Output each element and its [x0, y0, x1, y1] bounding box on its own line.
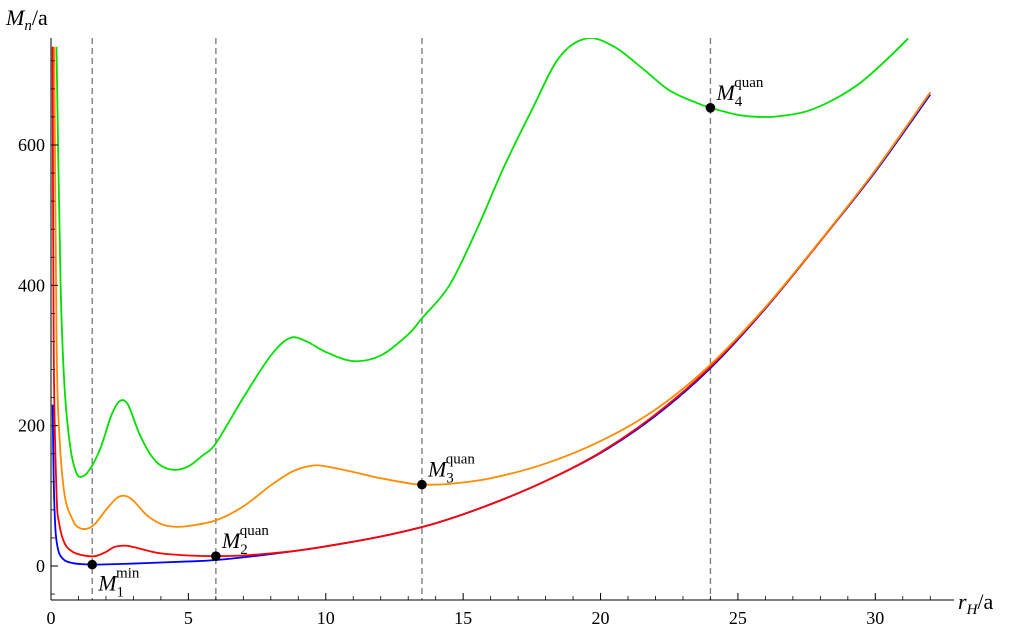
y-tick-label-200: 200	[18, 416, 45, 436]
x-tick-label-10: 10	[317, 608, 335, 628]
x-tick-label-25: 25	[729, 608, 747, 628]
axes	[50, 38, 954, 601]
tick-marks: 0 5 10 15 20 25 30 0 200 400 600	[18, 60, 931, 628]
y-axis-title: Mn/a	[5, 5, 48, 34]
series-line-1	[51, 93, 931, 566]
series-line-4	[55, 38, 909, 478]
x-tick-label-5: 5	[184, 608, 193, 628]
marked-point-1	[87, 559, 98, 570]
marked-point-3	[417, 479, 427, 490]
annotation-label-1: M1min	[97, 566, 140, 601]
series-line-2	[51, 46, 931, 558]
axis-titles: Mn/a rH/a	[5, 5, 994, 618]
marked-point-4	[705, 103, 716, 113]
marked-point-2	[211, 551, 221, 561]
annotation-label-4: M4quan	[715, 75, 763, 110]
point-annotations: M1min M2quan M3quan M4quan	[97, 75, 764, 601]
y-tick-label-0: 0	[36, 556, 45, 576]
x-tick-label-0: 0	[47, 608, 56, 628]
marked-points	[87, 103, 716, 570]
series-lines	[51, 38, 931, 566]
x-tick-label-30: 30	[866, 608, 884, 628]
series-line-3	[53, 46, 931, 530]
x-axis-title: rH/a	[958, 589, 994, 618]
x-tick-label-20: 20	[592, 608, 610, 628]
x-tick-label-15: 15	[454, 608, 472, 628]
dashed-reference-lines	[91, 38, 712, 600]
annotation-label-2: M2quan	[221, 523, 269, 558]
annotation-label-3: M3quan	[427, 452, 475, 487]
y-tick-label-600: 600	[18, 135, 45, 155]
y-tick-label-400: 400	[18, 275, 45, 295]
